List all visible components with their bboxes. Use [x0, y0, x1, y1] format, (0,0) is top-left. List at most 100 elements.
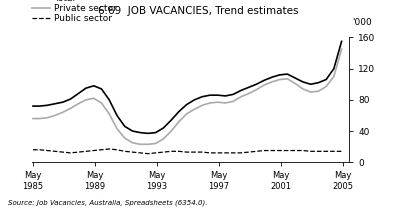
Private sector: [215, 101, 220, 103]
Private sector: [192, 108, 197, 110]
Public sector: [223, 152, 228, 154]
Total: [115, 114, 119, 117]
Public sector: [169, 150, 173, 153]
Public sector: [293, 149, 297, 152]
Public sector: [177, 150, 181, 153]
Total: [177, 110, 181, 113]
Public sector: [316, 150, 321, 153]
Total: [37, 105, 42, 107]
Public sector: [324, 150, 328, 153]
Private sector: [262, 84, 266, 86]
Private sector: [316, 90, 321, 93]
Public sector: [60, 151, 65, 153]
Public sector: [84, 150, 89, 153]
Public sector: [285, 149, 290, 152]
Total: [184, 103, 189, 106]
Total: [84, 87, 89, 89]
Line: Total: Total: [33, 41, 341, 133]
Total: [192, 99, 197, 101]
Private sector: [339, 48, 344, 50]
Public sector: [130, 151, 135, 153]
Private sector: [37, 117, 42, 120]
Total: [285, 73, 290, 75]
Public sector: [37, 149, 42, 151]
Private sector: [208, 102, 212, 104]
Private sector: [161, 138, 166, 140]
Text: 6.69  JOB VACANCIES, Trend estimates: 6.69 JOB VACANCIES, Trend estimates: [98, 6, 299, 16]
Total: [138, 131, 143, 134]
Public sector: [331, 150, 336, 153]
Total: [200, 95, 204, 98]
Public sector: [246, 151, 251, 153]
Total: [246, 86, 251, 89]
Private sector: [239, 95, 243, 98]
Private sector: [122, 137, 127, 139]
Total: [31, 105, 35, 107]
Total: [161, 127, 166, 129]
Total: [277, 74, 282, 76]
Public sector: [239, 152, 243, 154]
Total: [169, 119, 173, 121]
Total: [262, 79, 266, 82]
Private sector: [301, 88, 305, 90]
Public sector: [115, 149, 119, 151]
Public sector: [200, 151, 204, 153]
Total: [215, 94, 220, 96]
Total: [153, 131, 158, 134]
Total: [68, 98, 73, 100]
Total: [130, 130, 135, 132]
Total: [254, 83, 259, 85]
Total: [122, 125, 127, 128]
Total: [208, 94, 212, 96]
Private sector: [254, 88, 259, 91]
Public sector: [277, 149, 282, 152]
Total: [270, 76, 274, 78]
Public sector: [161, 151, 166, 153]
Private sector: [115, 128, 119, 130]
Private sector: [308, 91, 313, 93]
Public sector: [215, 152, 220, 154]
Total: [60, 101, 65, 103]
Line: Private sector: Private sector: [33, 49, 341, 144]
Line: Public sector: Public sector: [33, 149, 341, 154]
Total: [223, 95, 228, 97]
Private sector: [293, 82, 297, 85]
Total: [99, 88, 104, 90]
Total: [308, 83, 313, 85]
Public sector: [254, 150, 259, 153]
Total: [239, 89, 243, 92]
Private sector: [138, 143, 143, 146]
Private sector: [91, 97, 96, 100]
Text: Source: Job Vacancies, Australia, Spreadsheets (6354.0).: Source: Job Vacancies, Australia, Spread…: [8, 199, 208, 206]
Private sector: [146, 143, 150, 146]
Public sector: [68, 152, 73, 154]
Total: [293, 77, 297, 79]
Public sector: [146, 152, 150, 155]
Total: [331, 67, 336, 70]
Private sector: [246, 92, 251, 95]
Total: [53, 103, 58, 105]
Private sector: [277, 78, 282, 81]
Public sector: [184, 151, 189, 153]
Public sector: [91, 149, 96, 152]
Total: [316, 81, 321, 84]
Private sector: [130, 141, 135, 144]
Private sector: [68, 107, 73, 110]
Private sector: [223, 102, 228, 104]
Private sector: [99, 102, 104, 104]
Private sector: [177, 120, 181, 123]
Total: [91, 84, 96, 87]
Total: [339, 40, 344, 43]
Private sector: [285, 78, 290, 80]
Private sector: [107, 113, 112, 115]
Private sector: [84, 99, 89, 101]
Private sector: [76, 103, 81, 105]
Text: '000: '000: [353, 19, 372, 27]
Private sector: [331, 75, 336, 78]
Public sector: [192, 151, 197, 153]
Total: [324, 78, 328, 81]
Public sector: [208, 152, 212, 154]
Private sector: [31, 117, 35, 120]
Private sector: [169, 130, 173, 132]
Public sector: [45, 149, 50, 152]
